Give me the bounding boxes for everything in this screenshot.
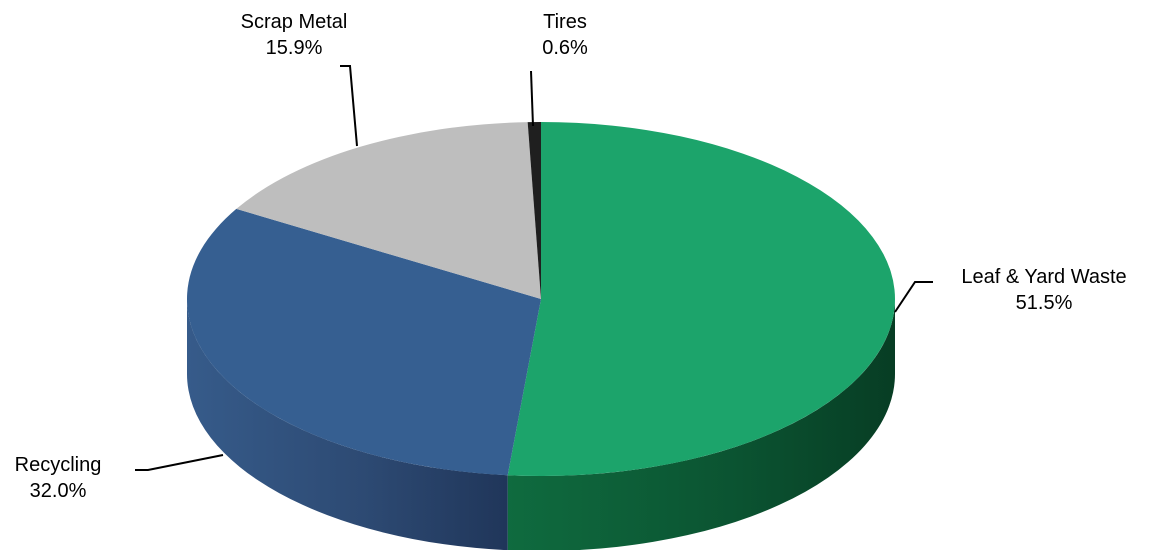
pie-slice-recycling bbox=[187, 208, 542, 476]
slice-name: Tires bbox=[543, 11, 587, 33]
slice-label-recycling: Recycling 32.0% bbox=[15, 454, 102, 502]
leader-line-leaf-yard-waste bbox=[894, 281, 933, 313]
slice-name: Leaf & Yard Waste bbox=[961, 266, 1126, 288]
pie-slice-scrap-metal bbox=[236, 122, 542, 299]
slice-percent: 32.0% bbox=[30, 480, 87, 502]
slice-labels: Leaf & Yard Waste 51.5% Recycling 32.0% Scra… bbox=[15, 11, 1127, 502]
pie-top-faces bbox=[187, 122, 895, 476]
slice-name: Scrap Metal bbox=[241, 11, 348, 33]
slice-name: Recycling bbox=[15, 454, 102, 476]
slice-label-tires: Tires 0.6% bbox=[542, 11, 588, 59]
leader-lines bbox=[135, 65, 933, 471]
slice-percent: 15.9% bbox=[266, 37, 323, 59]
leader-line-tires bbox=[530, 70, 534, 127]
leader-line-recycling bbox=[135, 454, 224, 471]
slice-label-scrap-metal: Scrap Metal 15.9% bbox=[241, 11, 348, 59]
slice-percent: 0.6% bbox=[542, 37, 588, 59]
pie-sides bbox=[187, 299, 895, 550]
slice-label-leaf-yard-waste: Leaf & Yard Waste 51.5% bbox=[961, 266, 1126, 314]
pie-slice-tires bbox=[527, 122, 541, 299]
pie-side-recycling bbox=[187, 299, 508, 550]
pie-slice-leaf-yard-waste bbox=[507, 122, 895, 476]
pie-side-leaf-yard-waste bbox=[507, 299, 895, 550]
slice-percent: 51.5% bbox=[1016, 292, 1073, 314]
leader-line-scrap-metal bbox=[340, 65, 358, 147]
